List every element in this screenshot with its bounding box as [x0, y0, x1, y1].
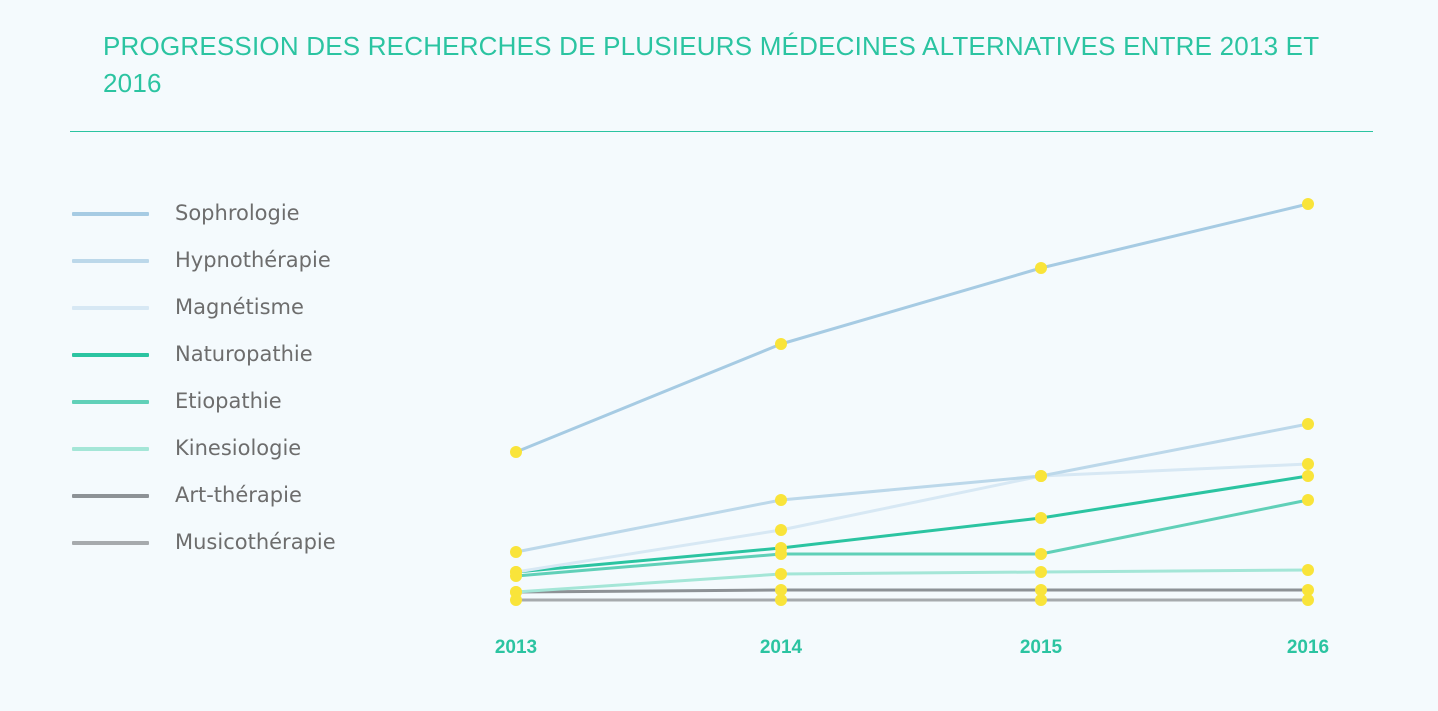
legend-item: Kinesiologie [70, 425, 430, 472]
legend-swatch [72, 259, 149, 263]
data-point [1302, 470, 1314, 482]
series-lines [515, 202, 1309, 602]
title-divider [70, 131, 1373, 132]
data-point [1035, 262, 1047, 274]
data-point [510, 446, 522, 458]
data-point [1035, 594, 1047, 606]
data-point [1302, 584, 1314, 596]
data-point [1035, 548, 1047, 560]
data-point [510, 566, 522, 578]
legend-label: Kinesiologie [175, 436, 302, 460]
legend-swatch [72, 353, 149, 357]
legend-swatch [72, 494, 149, 498]
legend-swatch [72, 306, 149, 310]
data-point [775, 338, 787, 350]
data-point [1302, 494, 1314, 506]
legend-item: Etiopathie [70, 378, 430, 425]
x-tick-label: 2014 [760, 637, 803, 658]
legend-item: Sophrologie [70, 190, 430, 237]
legend-item: Musicothérapie [70, 519, 430, 566]
x-tick-label: 2016 [1287, 637, 1329, 658]
x-axis-labels: 2013 2014 2015 2016 [495, 637, 1329, 658]
legend-item: Hypnothérapie [70, 237, 430, 284]
legend-label: Sophrologie [175, 201, 300, 225]
legend-item: Naturopathie [70, 331, 430, 378]
legend-label: Naturopathie [175, 342, 313, 366]
legend-swatch [72, 447, 149, 451]
data-point [775, 594, 787, 606]
series-line [515, 202, 1309, 454]
legend-swatch [72, 541, 149, 545]
series-line [515, 462, 1309, 574]
data-point [775, 568, 787, 580]
data-point [1302, 458, 1314, 470]
data-point [775, 584, 787, 596]
series-line [515, 498, 1309, 578]
series-line [515, 568, 1309, 594]
legend-label: Etiopathie [175, 389, 282, 413]
legend-item: Magnétisme [70, 284, 430, 331]
x-tick-label: 2013 [495, 637, 537, 658]
data-point [1035, 512, 1047, 524]
data-point [1035, 566, 1047, 578]
legend-item: Art-thérapie [70, 472, 430, 519]
series-line [515, 422, 1309, 554]
data-point [775, 494, 787, 506]
data-point [775, 542, 787, 554]
legend-swatch [72, 400, 149, 404]
data-point [1302, 198, 1314, 210]
legend-label: Hypnothérapie [175, 248, 331, 272]
data-point [1302, 594, 1314, 606]
legend-label: Art-thérapie [175, 483, 302, 507]
data-point [1302, 418, 1314, 430]
legend-label: Magnétisme [175, 295, 304, 319]
data-point [1035, 584, 1047, 596]
legend-swatch [72, 212, 149, 216]
data-point [510, 546, 522, 558]
chart-legend: Sophrologie Hypnothérapie Magnétisme Naturo… [70, 190, 430, 566]
series-line [515, 588, 1308, 594]
data-point [510, 586, 522, 598]
data-points [510, 198, 1314, 606]
data-point [1035, 470, 1047, 482]
series-line [515, 474, 1309, 574]
data-point [1302, 564, 1314, 576]
legend-label: Musicothérapie [175, 530, 336, 554]
x-tick-label: 2015 [1020, 637, 1063, 658]
data-point [775, 524, 787, 536]
chart-title: PROGRESSION DES RECHERCHES DE PLUSIEURS … [103, 31, 1319, 98]
